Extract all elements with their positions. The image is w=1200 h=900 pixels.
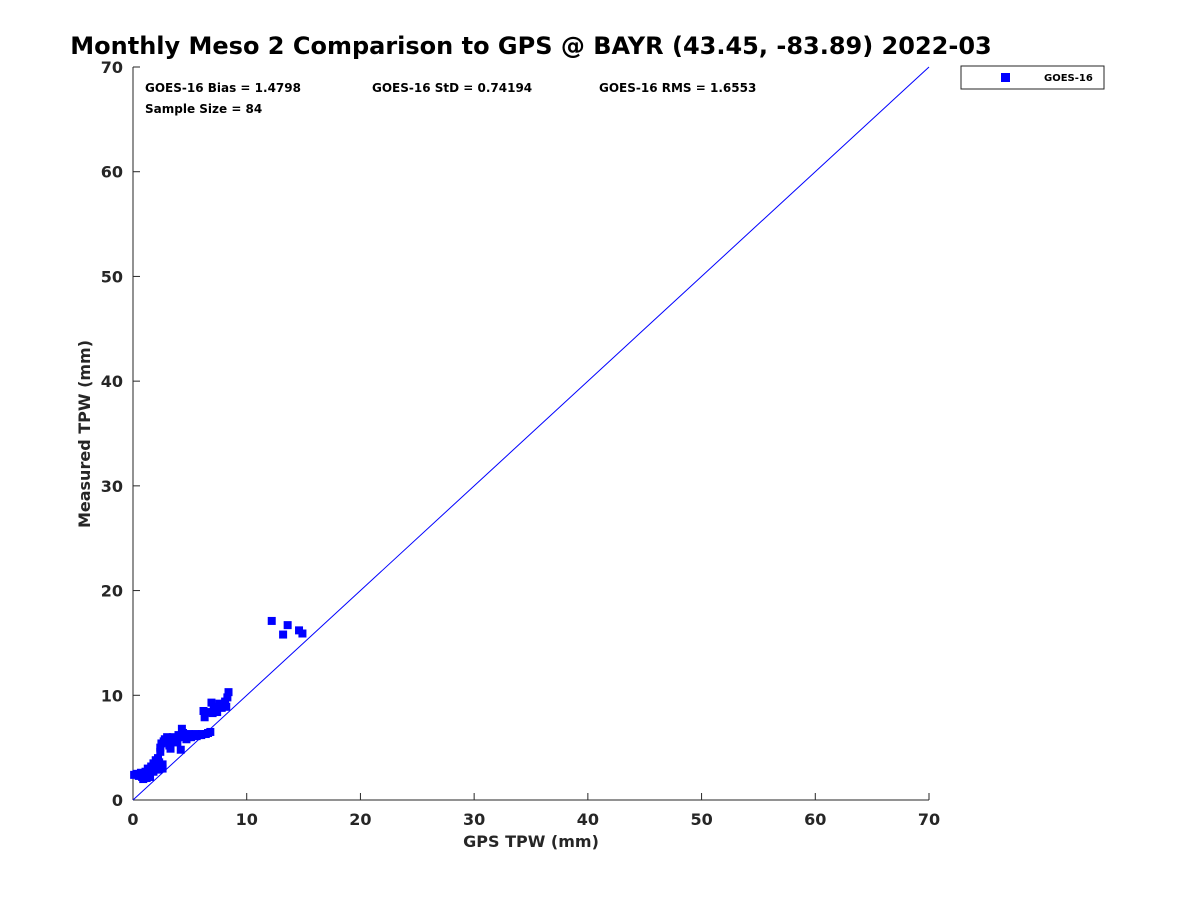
data-point	[154, 754, 163, 763]
data-point	[210, 702, 219, 711]
data-point	[183, 733, 192, 742]
data-point	[198, 730, 207, 739]
data-point	[173, 738, 182, 747]
data-point	[223, 693, 232, 702]
data-point	[175, 733, 184, 742]
legend-box	[960, 65, 1105, 90]
data-point	[158, 764, 167, 773]
y-tick-label: 40	[101, 372, 123, 391]
data-point	[283, 621, 292, 630]
bias-annotation: GOES-16 Bias = 1.4798	[145, 81, 301, 95]
rms-annotation: GOES-16 RMS = 1.6553	[599, 81, 756, 95]
data-point	[158, 760, 167, 769]
legend-label: GOES-16	[1044, 73, 1093, 84]
data-point	[154, 765, 163, 774]
data-point	[279, 630, 288, 639]
y-tick-label: 60	[101, 163, 123, 182]
x-tick-label: 60	[804, 810, 826, 829]
legend: GOES-16	[960, 65, 1105, 90]
legend-marker	[1001, 73, 1010, 82]
y-axis-label: Measured TPW (mm)	[75, 340, 94, 528]
x-tick-label: 0	[127, 810, 138, 829]
data-point	[140, 774, 149, 783]
data-point	[176, 745, 185, 754]
data-point	[206, 727, 215, 736]
sample-size-annotation: Sample Size = 84	[145, 102, 262, 116]
data-point	[177, 724, 186, 733]
data-point	[151, 761, 160, 770]
data-point	[224, 688, 233, 697]
y-tick-label: 70	[101, 58, 123, 77]
y-tick-label: 10	[101, 686, 123, 705]
std-annotation: GOES-16 StD = 0.74194	[372, 81, 532, 95]
data-point	[146, 772, 155, 781]
x-axis-label: GPS TPW (mm)	[463, 832, 599, 851]
data-point	[156, 747, 165, 756]
one-to-one-line	[132, 66, 930, 801]
data-point	[200, 713, 209, 722]
x-tick-label: 50	[690, 810, 712, 829]
data-point	[218, 700, 227, 709]
x-tick-label: 70	[918, 810, 940, 829]
x-tick-label: 30	[463, 810, 485, 829]
plot-area: 0 10 20 30 40 50 60 70 0 10 20 30 40 50 60 70	[101, 58, 940, 829]
y-tick-label: 0	[112, 791, 123, 810]
data-point	[149, 767, 158, 776]
chart-title: Monthly Meso 2 Comparison to GPS @ BAYR …	[70, 32, 991, 60]
data-point	[298, 629, 307, 638]
data-point	[202, 708, 211, 717]
data-point	[207, 698, 216, 707]
data-point	[167, 736, 176, 745]
y-tick-label: 50	[101, 267, 123, 286]
y-tick-label: 20	[101, 582, 123, 601]
data-point	[212, 706, 221, 715]
x-tick-label: 20	[349, 810, 371, 829]
data-point	[166, 744, 175, 753]
data-point	[192, 732, 201, 741]
x-tick-label: 40	[577, 810, 599, 829]
data-point	[267, 616, 276, 625]
data-point	[156, 743, 165, 752]
x-tick-label: 10	[236, 810, 258, 829]
y-tick-label: 30	[101, 477, 123, 496]
